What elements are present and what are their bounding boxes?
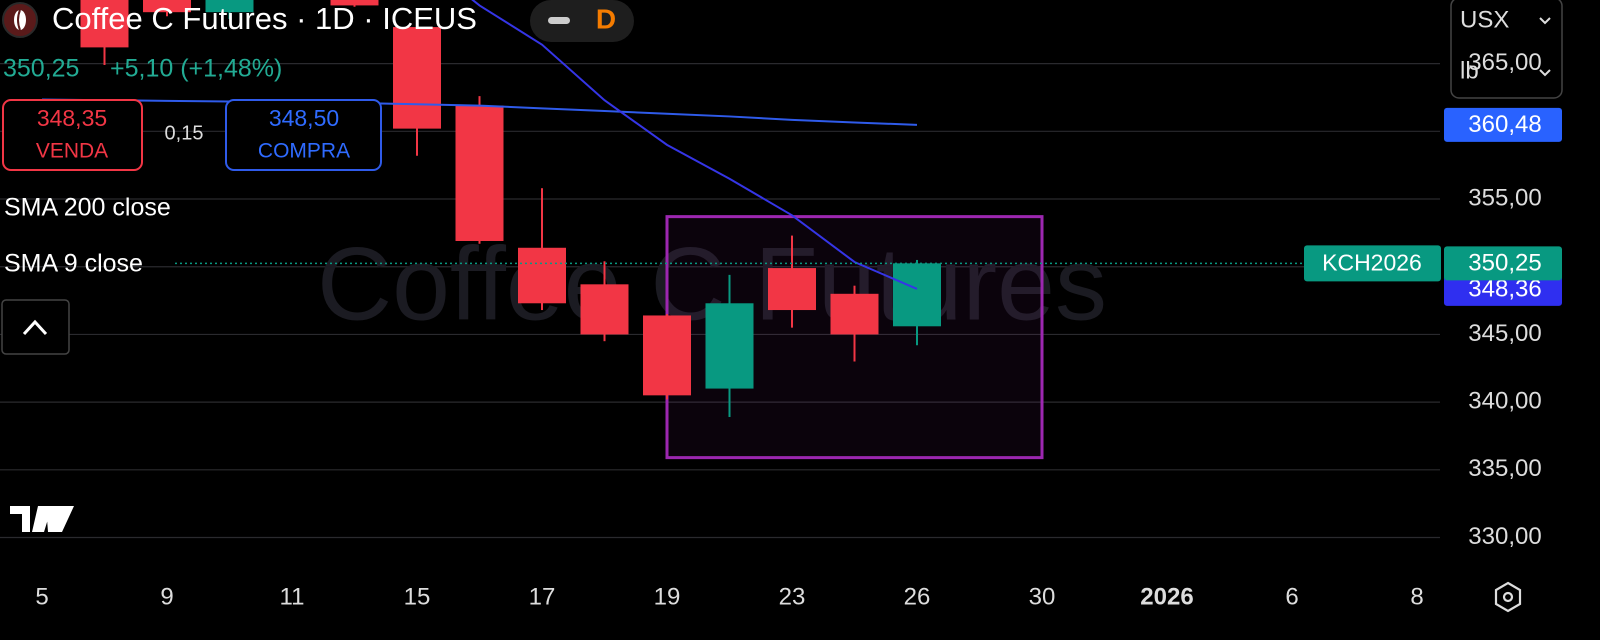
y-tick-label: 330,00 — [1468, 523, 1541, 550]
candle-body — [143, 0, 191, 13]
x-tick-label: 30 — [1029, 583, 1056, 610]
sma-price-tag-label: 360,48 — [1468, 111, 1541, 138]
last-price-tag — [1444, 246, 1562, 281]
candle-body — [705, 303, 754, 389]
settings-icon-center — [1502, 591, 1514, 603]
candle-body — [643, 315, 691, 396]
sell-label[interactable]: VENDA — [36, 140, 108, 163]
y-tick-label: 355,00 — [1468, 184, 1541, 211]
x-tick-label: 19 — [654, 583, 681, 610]
sell-button[interactable] — [2, 99, 143, 171]
last-price: 350,25 — [3, 55, 79, 83]
collapse-button[interactable] — [1, 299, 70, 355]
overlay-layer: Coffee C Futures · 1D · ICEUS D 350,25 +… — [1, 0, 1563, 613]
candle-body — [330, 0, 379, 6]
legend-entry[interactable]: SMA 9 close — [4, 250, 143, 278]
candle-body — [455, 105, 504, 241]
sma-line — [41, 98, 918, 126]
candle-body — [393, 27, 441, 129]
symbol-tag — [1304, 245, 1441, 282]
sma-price-tag — [1444, 107, 1562, 142]
dropdown-chevrons — [1539, 17, 1551, 77]
candle-body — [205, 0, 254, 13]
y-tick-label: 335,00 — [1468, 455, 1541, 482]
candle-body — [768, 268, 816, 311]
x-tick-label: 23 — [779, 583, 806, 610]
last-price-tag-label: 350,25 — [1468, 250, 1541, 277]
x-tick-label: 2026 — [1140, 583, 1193, 610]
sma-price-tag — [1444, 271, 1562, 306]
spread: 0,15 — [165, 122, 204, 144]
sell-price[interactable]: 348,35 — [37, 105, 107, 131]
symbol-tag-label: KCH2026 — [1322, 249, 1422, 275]
chevron-up — [22, 319, 48, 336]
sma-line — [471, 0, 918, 290]
x-tick-label: 17 — [529, 583, 556, 610]
tv-logo — [10, 506, 74, 532]
buy-label[interactable]: COMPRA — [258, 140, 350, 163]
legend-entry[interactable]: SMA 200 close — [4, 194, 171, 222]
x-tick-label: 5 — [35, 583, 48, 610]
x-tick-label: 11 — [280, 583, 305, 610]
settings-icon[interactable] — [1494, 581, 1522, 613]
unit-selector[interactable] — [1450, 0, 1563, 99]
interval-pill[interactable] — [530, 0, 634, 42]
price-change: +5,10 (+1,48%) — [110, 55, 282, 83]
interval-badge[interactable]: D — [596, 3, 616, 34]
plot — [41, 0, 1440, 460]
x-tick-label: 26 — [904, 583, 931, 610]
candle-body — [830, 293, 879, 335]
y-tick-label: 365,00 — [1468, 49, 1541, 76]
x-tick-label: 8 — [1410, 583, 1423, 610]
coffee-bean — [14, 10, 26, 30]
candle-body — [80, 0, 129, 48]
candle-body — [518, 247, 566, 304]
candle-body — [893, 263, 941, 327]
y-tick-label: 345,00 — [1468, 320, 1541, 347]
x-tick-label: 9 — [160, 583, 173, 610]
pill-icon — [548, 17, 570, 24]
coffee-bean-line — [17, 9, 21, 31]
currency-unit[interactable]: USX — [1460, 6, 1509, 33]
x-tick-label: 6 — [1285, 583, 1298, 610]
chart-title: Coffee C Futures · 1D · ICEUS — [52, 1, 477, 36]
quantity-unit[interactable]: lb — [1460, 57, 1479, 84]
x-tick-label: 15 — [404, 583, 431, 610]
buy-price[interactable]: 348,50 — [269, 105, 339, 131]
candle-body — [580, 284, 629, 335]
y-tick-label: 340,00 — [1468, 387, 1541, 414]
buy-button[interactable] — [225, 99, 382, 171]
